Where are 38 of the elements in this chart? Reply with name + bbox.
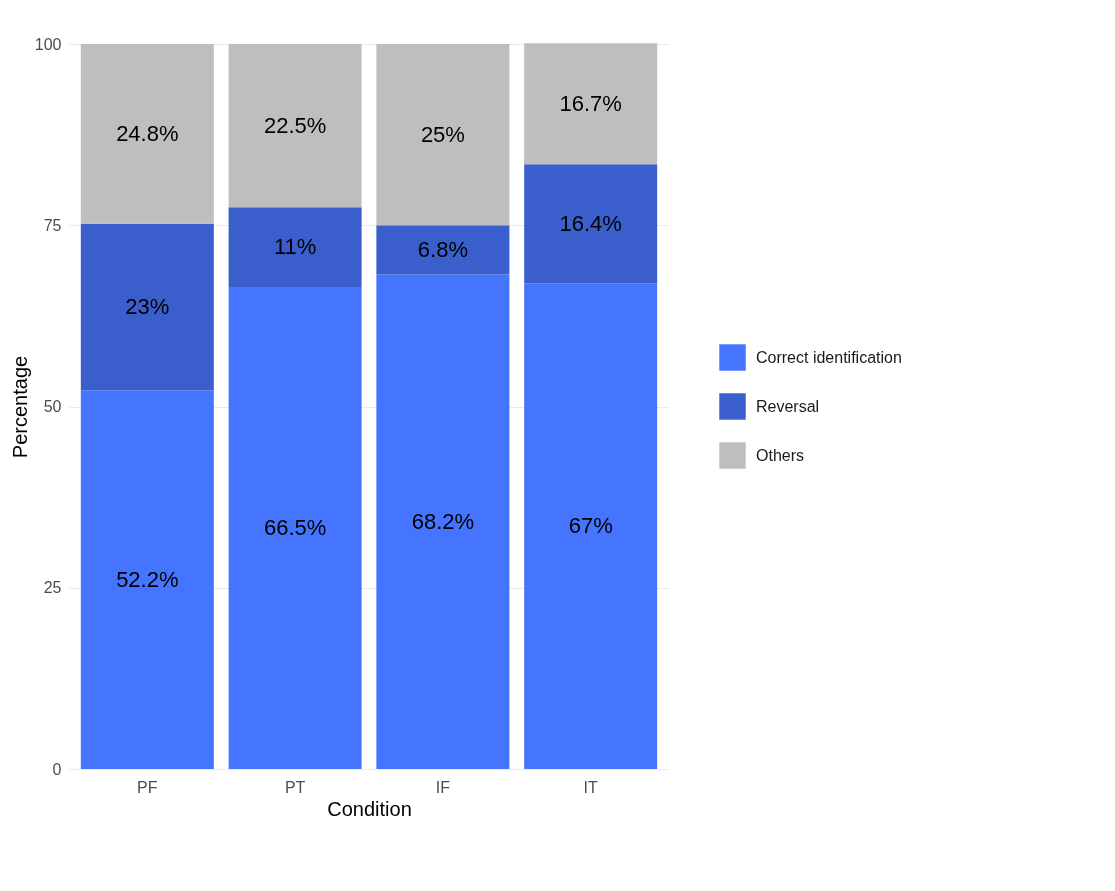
- y-tick-label: 0: [52, 760, 62, 778]
- y-tick-label: 25: [43, 579, 62, 597]
- bar: [80, 44, 214, 224]
- bar: [524, 283, 658, 769]
- data-label: 66.5%: [263, 514, 327, 540]
- bar: [228, 44, 362, 208]
- x-tick-label: IF: [435, 778, 451, 796]
- bar: [80, 223, 214, 391]
- x-tick-label: PF: [137, 778, 158, 796]
- y-tick-label: 100: [34, 35, 62, 53]
- data-label: 24.8%: [116, 120, 179, 146]
- x-axis-title: Condition: [327, 797, 412, 820]
- bar: [376, 225, 510, 275]
- data-label: 52.2%: [116, 566, 179, 592]
- y-tick-label: 50: [43, 398, 62, 415]
- data-label: 67%: [568, 513, 613, 539]
- bar: [524, 43, 658, 165]
- x-tick-label: IT: [583, 778, 599, 796]
- bar: [80, 390, 214, 769]
- data-label: 23%: [125, 294, 170, 320]
- bar: [524, 164, 658, 284]
- x-tick-label: PT: [284, 778, 306, 796]
- bar: [228, 286, 362, 769]
- data-label: 6.8%: [417, 236, 468, 262]
- data-label: 22.5%: [263, 112, 327, 138]
- y-tick-label: 75: [43, 216, 62, 234]
- data-label: 16.4%: [559, 210, 622, 236]
- data-label: 11%: [273, 234, 317, 259]
- legend-label: Others: [756, 446, 805, 464]
- data-label: 16.7%: [559, 90, 622, 116]
- legend-label: Correct identification: [756, 348, 902, 366]
- y-axis-title: Percentage: [8, 355, 31, 459]
- bar: [228, 207, 362, 287]
- data-label: 68.2%: [411, 508, 475, 534]
- bar: [376, 274, 510, 769]
- legend-label: Reversal: [756, 397, 820, 415]
- bar: [376, 44, 510, 226]
- data-label: 25%: [420, 121, 465, 147]
